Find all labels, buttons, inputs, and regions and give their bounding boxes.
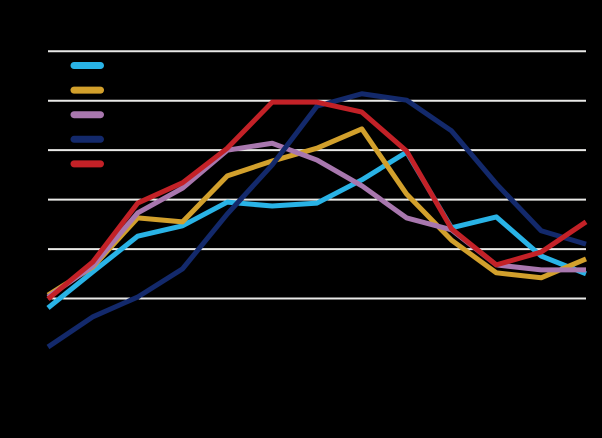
- series-1-cyan-line: [46, 149, 587, 310]
- series-lines: [46, 91, 588, 350]
- legend: [70, 62, 104, 168]
- series-5-red-line: [46, 99, 588, 301]
- series-4-navy-line: [46, 91, 587, 350]
- series-2-gold-line: [46, 126, 587, 298]
